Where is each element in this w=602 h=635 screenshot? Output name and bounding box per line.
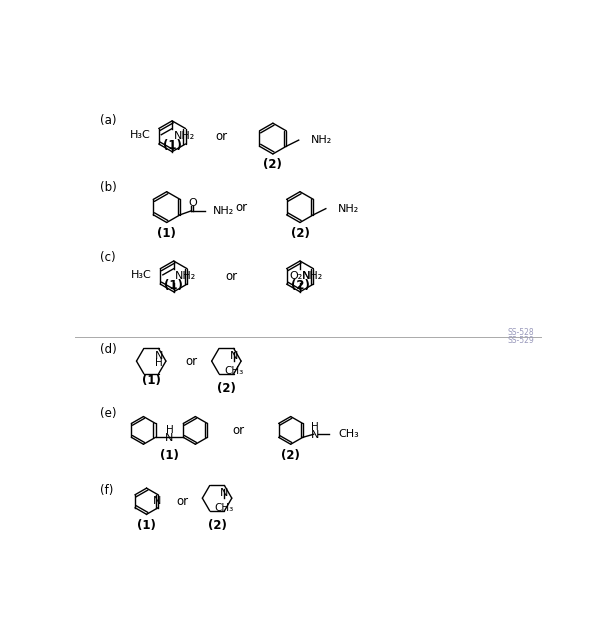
Text: NH₂: NH₂	[302, 271, 323, 281]
Text: or: or	[236, 201, 248, 213]
Text: (b): (b)	[100, 182, 117, 194]
Text: or: or	[232, 424, 244, 437]
Text: H: H	[155, 358, 163, 368]
Text: N: N	[154, 351, 163, 361]
Text: (2): (2)	[217, 382, 236, 395]
Text: H₃C: H₃C	[129, 130, 150, 140]
Text: (2): (2)	[281, 448, 300, 462]
Text: CH₃: CH₃	[338, 429, 359, 439]
Text: CH₃: CH₃	[224, 366, 243, 376]
Text: (f): (f)	[100, 484, 113, 497]
Text: H: H	[311, 422, 318, 432]
Text: SS-529: SS-529	[507, 336, 534, 345]
Text: O: O	[188, 198, 197, 208]
Text: or: or	[185, 354, 197, 368]
Text: O₂N: O₂N	[289, 271, 311, 281]
Text: N: N	[153, 496, 161, 506]
Text: (e): (e)	[100, 407, 117, 420]
Text: (1): (1)	[160, 448, 178, 462]
Text: NH₂: NH₂	[173, 131, 195, 141]
Text: NH₂: NH₂	[175, 271, 196, 281]
Text: NH₂: NH₂	[338, 204, 359, 213]
Text: (2): (2)	[264, 158, 282, 171]
Text: CH₃: CH₃	[215, 503, 234, 513]
Text: N: N	[229, 351, 238, 361]
Text: (1): (1)	[163, 139, 182, 152]
Text: or: or	[215, 130, 227, 143]
Text: or: or	[176, 495, 188, 508]
Text: (1): (1)	[164, 279, 183, 292]
Text: (1): (1)	[141, 374, 161, 387]
Text: (2): (2)	[291, 227, 309, 240]
Text: (1): (1)	[157, 227, 176, 240]
Text: (2): (2)	[208, 519, 226, 532]
Text: SS-528: SS-528	[507, 328, 534, 337]
Text: (d): (d)	[100, 343, 117, 356]
Text: NH₂: NH₂	[311, 135, 332, 145]
Text: or: or	[226, 270, 238, 283]
Text: (2): (2)	[291, 279, 309, 292]
Text: NH₂: NH₂	[213, 206, 234, 216]
Text: N: N	[311, 430, 320, 440]
Text: N: N	[220, 488, 229, 498]
Text: (a): (a)	[100, 114, 117, 128]
Text: (1): (1)	[137, 519, 156, 531]
Text: N: N	[165, 433, 173, 443]
Text: H₃C: H₃C	[131, 270, 152, 280]
Text: (c): (c)	[100, 251, 116, 264]
Text: H: H	[166, 425, 173, 434]
